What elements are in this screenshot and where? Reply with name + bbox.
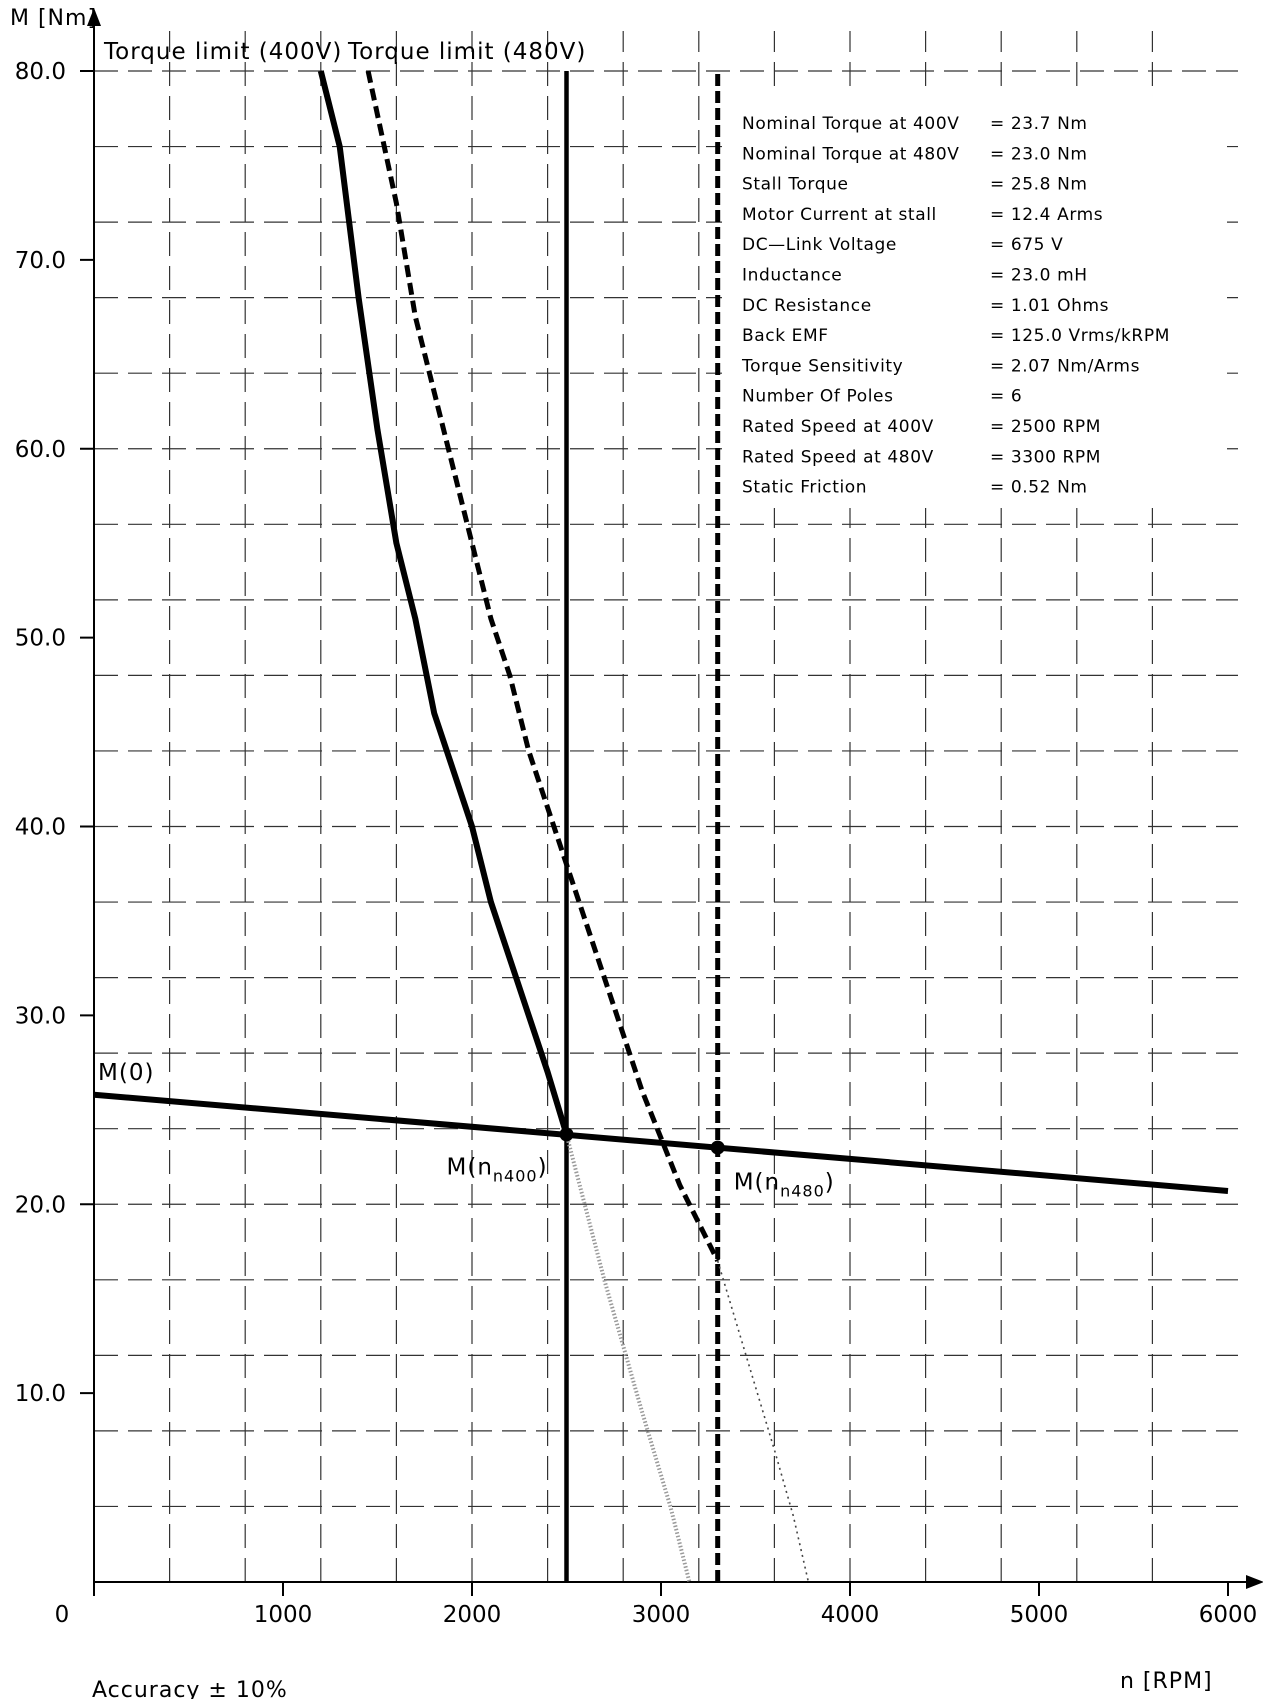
operating-point-label: M(nn480): [734, 1170, 835, 1201]
y-tick-label: 40.0: [15, 815, 66, 841]
operating-point-label: M(nn400): [447, 1154, 548, 1185]
spec-value: = 23.7 Nm: [990, 114, 1088, 134]
y-tick-label: 50.0: [15, 626, 66, 652]
series-6-line: [716, 1260, 810, 1583]
spec-value: = 12.4 Arms: [990, 205, 1103, 225]
operating-point-marker: [559, 1127, 574, 1142]
spec-value: = 1.01 Ohms: [990, 296, 1109, 316]
spec-value: = 0.52 Nm: [990, 478, 1088, 498]
x-tick-label: 4000: [821, 1602, 880, 1628]
spec-value: = 23.0 Nm: [990, 144, 1088, 164]
m0-label: M(0): [98, 1060, 154, 1086]
x-tick-label: 6000: [1199, 1602, 1258, 1628]
spec-label: Rated Speed at 480V: [742, 447, 934, 467]
torque-limit-480v-line: [365, 70, 720, 1263]
x-axis-arrow: [1246, 1575, 1263, 1589]
x-tick-label: 1000: [254, 1602, 313, 1628]
spec-label: Rated Speed at 400V: [742, 417, 934, 437]
operating-point-marker: [710, 1140, 725, 1155]
spec-value: = 2500 RPM: [990, 417, 1101, 437]
spec-label: DC Resistance: [742, 296, 872, 316]
y-tick-label: 70.0: [15, 248, 66, 274]
x-tick-label: 5000: [1010, 1602, 1069, 1628]
spec-value: = 3300 RPM: [990, 447, 1101, 467]
spec-label: Nominal Torque at 480V: [742, 144, 960, 164]
accuracy-note: Accuracy ± 10%: [92, 1678, 288, 1699]
axes: [80, 8, 1263, 1596]
y-tick-label: 80.0: [15, 59, 66, 85]
torque-limit-400-label: Torque limit (400V): [103, 39, 342, 65]
y-tick-label: 20.0: [15, 1192, 66, 1218]
spec-value: = 2.07 Nm/Arms: [990, 356, 1140, 376]
spec-label: Motor Current at stall: [742, 205, 937, 225]
y-axis-label: M [Nm]: [10, 6, 97, 31]
spec-value: = 125.0 Vrms/kRPM: [990, 326, 1170, 346]
spec-value: = 23.0 mH: [990, 266, 1088, 286]
x-tick-label: 0: [55, 1602, 70, 1628]
spec-label: Number Of Poles: [742, 387, 894, 407]
spec-label: Torque Sensitivity: [741, 356, 903, 376]
spec-label: Nominal Torque at 400V: [742, 114, 960, 134]
spec-label: Back EMF: [742, 326, 829, 346]
y-axis-arrow: [87, 8, 101, 26]
spec-label: Static Friction: [742, 478, 867, 498]
spec-value: = 675 V: [990, 235, 1063, 255]
series-5-line: [564, 1133, 692, 1583]
torque-limit-480-label: Torque limit (480V): [347, 39, 586, 65]
specs-table: Nominal Torque at 400V = 23.7 Nm Nominal T…: [722, 88, 1227, 508]
spec-value: = 6: [990, 387, 1022, 407]
spec-value: = 25.8 Nm: [990, 175, 1088, 195]
y-tick-label: 60.0: [15, 437, 66, 463]
y-tick-label: 10.0: [15, 1381, 66, 1407]
markers: M(nn400) M(nn480): [447, 1127, 835, 1201]
curves: [93, 70, 1229, 1583]
x-tick-label: 2000: [443, 1602, 502, 1628]
x-axis-label: n [RPM]: [1120, 1669, 1213, 1694]
spec-label: Stall Torque: [742, 175, 849, 195]
torque-limit-400v-line: [317, 70, 570, 1136]
x-tick-label: 3000: [632, 1602, 691, 1628]
y-tick-label: 30.0: [15, 1003, 66, 1029]
tick-labels: 0 1000 2000 3000 4000 5000 6000 10.0 20.0 30.0 40.…: [15, 59, 1257, 1628]
m-0-line: [93, 1091, 1229, 1194]
spec-label: Inductance: [742, 266, 842, 286]
spec-label: DC—Link Voltage: [742, 235, 897, 255]
specs-background: [722, 88, 1227, 508]
